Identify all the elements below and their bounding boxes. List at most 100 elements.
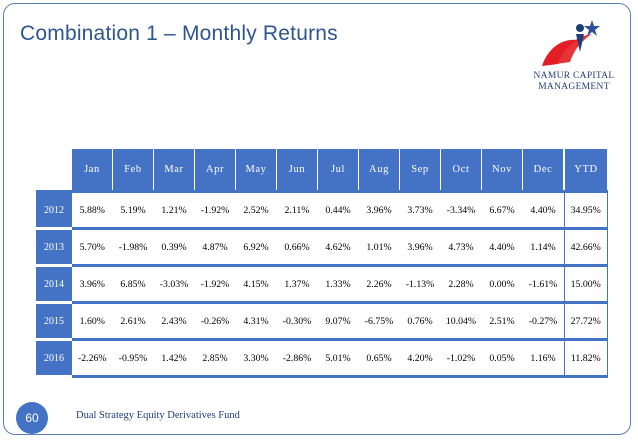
table-cell: 0.44% — [317, 190, 359, 230]
table-cell: 2.43% — [153, 302, 195, 341]
slide: Combination 1 – Monthly Returns NAMUR CA… — [3, 3, 631, 435]
table-cell: 4.15% — [235, 265, 277, 304]
row-year-label: 2013 — [36, 228, 72, 267]
table-cell: 5.70% — [72, 228, 113, 267]
table-cell: 5.19% — [112, 190, 154, 230]
row-year-label: 2014 — [36, 265, 72, 304]
table-cell: 2.51% — [481, 302, 523, 341]
table-cell: 3.96% — [358, 190, 400, 230]
table-cell: 2.52% — [235, 190, 277, 230]
table-cell: 1.42% — [153, 339, 195, 378]
table-cell: 4.62% — [317, 228, 359, 267]
table-row: 2016 -2.26% -0.95% 1.42% 2.85% 3.30% -2.… — [36, 339, 608, 378]
table-cell: 0.05% — [481, 339, 523, 378]
row-year-label: 2015 — [36, 302, 72, 341]
table-cell: 4.40% — [522, 190, 564, 230]
table-cell: -0.27% — [522, 302, 564, 341]
col-header-jul: Jul — [317, 149, 359, 192]
table-row: 2015 1.60% 2.61% 2.43% -0.26% 4.31% -0.3… — [36, 302, 608, 341]
table-cell: -1.92% — [194, 265, 236, 304]
table-cell: 5.88% — [72, 190, 113, 230]
ytd-cell: 15.00% — [563, 265, 608, 304]
col-header-mar: Mar — [153, 149, 195, 192]
col-header-sep: Sep — [399, 149, 441, 192]
table-row: 2014 3.96% 6.85% -3.03% -1.92% 4.15% 1.3… — [36, 265, 608, 304]
row-year-label: 2012 — [36, 190, 72, 230]
logo-line-1: NAMUR CAPITAL — [533, 71, 615, 81]
table-cell: 6.92% — [235, 228, 277, 267]
table-cell: 4.73% — [440, 228, 482, 267]
table-cell: 0.39% — [153, 228, 195, 267]
table-cell: -0.95% — [112, 339, 154, 378]
table-cell: -1.02% — [440, 339, 482, 378]
monthly-returns-table: Jan Feb Mar Apr May Jun Jul Aug Sep Oct … — [36, 149, 608, 378]
table-row: 2013 5.70% -1.98% 0.39% 4.87% 6.92% 0.66… — [36, 228, 608, 267]
logo-mark-icon — [542, 20, 600, 66]
table-cell: -2.26% — [72, 339, 113, 378]
col-header-apr: Apr — [194, 149, 236, 192]
table-cell: 1.33% — [317, 265, 359, 304]
logo-line-2: MANAGEMENT — [538, 82, 610, 92]
table-cell: 4.20% — [399, 339, 441, 378]
table-cell: 6.85% — [112, 265, 154, 304]
table-cell: 1.60% — [72, 302, 113, 341]
table-header-row: Jan Feb Mar Apr May Jun Jul Aug Sep Oct … — [36, 149, 608, 192]
ytd-cell: 42.66% — [563, 228, 608, 267]
table-cell: 4.40% — [481, 228, 523, 267]
table-cell: -2.86% — [276, 339, 318, 378]
table-cell: 2.26% — [358, 265, 400, 304]
table-cell: 4.31% — [235, 302, 277, 341]
col-header-may: May — [235, 149, 277, 192]
table-cell: 1.01% — [358, 228, 400, 267]
table-cell: 3.96% — [72, 265, 113, 304]
table-cell: 3.96% — [399, 228, 441, 267]
table-cell: -3.34% — [440, 190, 482, 230]
table-cell: -1.61% — [522, 265, 564, 304]
col-header-aug: Aug — [358, 149, 400, 192]
table-cell: 1.14% — [522, 228, 564, 267]
col-header-oct: Oct — [440, 149, 482, 192]
table-cell: 2.85% — [194, 339, 236, 378]
table-cell: 1.16% — [522, 339, 564, 378]
row-year-label: 2016 — [36, 339, 72, 378]
table-cell: -1.98% — [112, 228, 154, 267]
table-cell: 1.37% — [276, 265, 318, 304]
company-logo: NAMUR CAPITAL MANAGEMENT — [524, 18, 624, 98]
table-cell: 2.61% — [112, 302, 154, 341]
ytd-cell: 27.72% — [563, 302, 608, 341]
table-cell: -0.26% — [194, 302, 236, 341]
col-header-ytd: YTD — [563, 149, 608, 192]
table-cell: 2.11% — [276, 190, 318, 230]
table-cell: 5.01% — [317, 339, 359, 378]
table-row: 2012 5.88% 5.19% 1.21% -1.92% 2.52% 2.11… — [36, 190, 608, 230]
logo-text: NAMUR CAPITAL MANAGEMENT — [524, 71, 624, 93]
table-cell: 0.00% — [481, 265, 523, 304]
table-cell: 0.65% — [358, 339, 400, 378]
col-header-jan: Jan — [72, 149, 113, 192]
ytd-cell: 11.82% — [563, 339, 608, 378]
col-header-nov: Nov — [481, 149, 523, 192]
ytd-cell: 34.95% — [563, 190, 608, 230]
table-cell: 0.66% — [276, 228, 318, 267]
table-cell: 3.30% — [235, 339, 277, 378]
table-cell: -1.13% — [399, 265, 441, 304]
footer-fund-name: Dual Strategy Equity Derivatives Fund — [76, 410, 240, 421]
col-header-feb: Feb — [112, 149, 154, 192]
page-number-badge: 60 — [16, 402, 48, 434]
table-cell: 0.76% — [399, 302, 441, 341]
table-cell: -3.03% — [153, 265, 195, 304]
table-cell: 2.28% — [440, 265, 482, 304]
slide-title: Combination 1 – Monthly Returns — [20, 22, 338, 45]
table-cell: 9.07% — [317, 302, 359, 341]
table-cell: 4.87% — [194, 228, 236, 267]
col-header-dec: Dec — [522, 149, 565, 192]
table-cell: 3.73% — [399, 190, 441, 230]
table-corner — [36, 149, 72, 192]
table-cell: -1.92% — [194, 190, 236, 230]
table-cell: -6.75% — [358, 302, 400, 341]
table-cell: -0.30% — [276, 302, 318, 341]
table-cell: 6.67% — [481, 190, 523, 230]
table-cell: 1.21% — [153, 190, 195, 230]
col-header-jun: Jun — [276, 149, 318, 192]
table-cell: 10.04% — [440, 302, 482, 341]
